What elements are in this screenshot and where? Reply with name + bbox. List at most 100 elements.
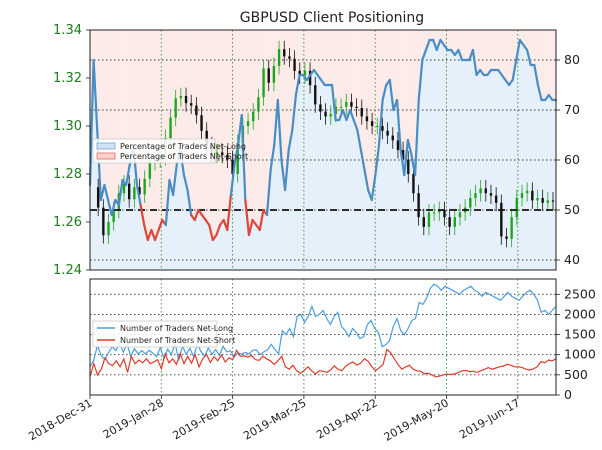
percent-long-segment [125, 163, 131, 187]
percent-long-segment [110, 198, 117, 217]
count-tick-label: 500 [564, 367, 588, 382]
net-long-fill-segment [321, 80, 325, 270]
legend-count-long-label: Number of Traders Net-Long [120, 324, 233, 333]
net-long-fill-segment [465, 60, 470, 270]
percent-long-segment [287, 128, 294, 152]
percent-long-segment [374, 143, 381, 177]
percent-long-segment [414, 98, 420, 177]
net-long-fill-segment [444, 45, 448, 270]
percent-long-segment [103, 183, 110, 202]
price-tick-label: 1.24 [53, 263, 82, 278]
price-candle-body [252, 111, 255, 122]
price-candle-body [551, 200, 555, 202]
percent-long-segment [171, 163, 178, 197]
net-long-fill-segment [386, 80, 390, 270]
net-short-fill-segment [339, 30, 343, 120]
net-short-fill-segment [368, 30, 372, 200]
net-short-fill-segment [465, 30, 470, 60]
percent-long-segment [88, 58, 95, 187]
net-long-fill-segment [462, 60, 466, 270]
price-candle-body [489, 193, 493, 196]
percent-long-segment [356, 128, 363, 152]
net-short-fill-segment [530, 30, 535, 65]
net-long-fill-segment [299, 75, 304, 270]
legend-long-swatch [96, 142, 116, 150]
net-long-fill-segment [545, 95, 549, 270]
price-candle-body [370, 121, 374, 126]
net-long-fill-segment [451, 50, 455, 270]
price-candle-body [360, 108, 363, 117]
percent-long-segment [146, 228, 153, 242]
net-short-fill-segment [328, 30, 333, 85]
net-short-fill-segment [151, 30, 156, 240]
net-short-fill-segment [155, 30, 159, 240]
net-short-fill-segment [386, 30, 390, 85]
price-tick-label: 1.26 [53, 215, 82, 230]
price-candle-body [190, 103, 193, 106]
net-long-fill-segment [393, 100, 398, 270]
price-candle-body [112, 210, 115, 222]
net-short-fill-segment [375, 30, 379, 175]
net-long-fill-segment [527, 50, 531, 270]
price-candle-body [536, 198, 539, 201]
net-short-fill-segment [537, 30, 542, 100]
percent-tick-label: 50 [564, 202, 580, 217]
price-candle-body [314, 85, 317, 105]
date-tick-label: 2019-Apr-22 [314, 396, 379, 441]
net-short-fill-segment [494, 30, 499, 70]
bottom-panel: 2500 2000 1500 1000 500 0 Number of Traders N… [89, 278, 596, 402]
net-short-fill-segment [487, 30, 491, 75]
net-long-fill-segment [201, 215, 206, 270]
bottom-panel-frame [89, 278, 557, 396]
price-candle-body [226, 154, 229, 160]
percent-long-segment [182, 173, 189, 192]
net-long-fill-segment [512, 60, 517, 270]
percent-long-segment [240, 113, 247, 202]
date-tick-label: 2019-Mar-25 [241, 396, 308, 442]
price-axis: 1.34 1.32 1.30 1.28 1.26 1.24 [53, 23, 90, 278]
net-short-fill-segment [317, 30, 322, 80]
percent-long-segment [291, 93, 298, 132]
price-candle-body [443, 210, 446, 218]
net-long-fill-segment [310, 70, 314, 270]
percent-axis: 80 70 60 50 40 [556, 52, 580, 267]
legend-count-short-label: Number of Traders Net-Short [120, 336, 235, 345]
price-candle-body [174, 98, 177, 118]
price-candle-body [407, 159, 410, 174]
net-long-fill-segment [162, 220, 166, 270]
net-short-fill-segment [248, 30, 253, 235]
percent-long-segment [432, 38, 438, 52]
net-long-fill-segment [108, 200, 112, 270]
percent-long-segment [215, 223, 222, 237]
percent-long-segment [265, 168, 272, 217]
net-short-fill-segment [447, 30, 452, 50]
net-short-fill-segment [378, 30, 383, 145]
net-long-fill-segment [429, 40, 434, 270]
percent-long-segment [424, 38, 431, 52]
price-candle-body [505, 236, 508, 239]
net-short-fill-segment [100, 30, 105, 200]
bottom-grid [89, 279, 556, 395]
net-short-fill-segment [306, 30, 311, 80]
percent-long-segment [341, 108, 348, 122]
net-long-fill-segment [238, 115, 242, 270]
net-short-fill-segment [335, 30, 340, 120]
net-long-fill-segment [480, 70, 484, 270]
percent-long-segment [244, 198, 251, 237]
percent-long-segment [135, 183, 142, 207]
count-tick-label: 2000 [564, 306, 596, 321]
legend-long-label: Percentage of Traders Net-Long [120, 142, 246, 151]
net-long-fill-segment [487, 70, 491, 270]
net-long-fill-segment [115, 200, 119, 270]
percent-long-segment [150, 228, 157, 242]
price-candle-body [525, 190, 529, 194]
net-short-fill-segment [292, 30, 296, 130]
net-short-fill-segment [234, 30, 239, 165]
net-long-fill-segment [332, 85, 336, 270]
net-long-fill-segment [364, 170, 369, 270]
price-candle-body [133, 187, 136, 200]
percent-long-segment [338, 108, 344, 122]
price-candle-body [345, 102, 348, 107]
price-candle-body [257, 97, 260, 112]
net-short-fill-segment [169, 30, 174, 195]
